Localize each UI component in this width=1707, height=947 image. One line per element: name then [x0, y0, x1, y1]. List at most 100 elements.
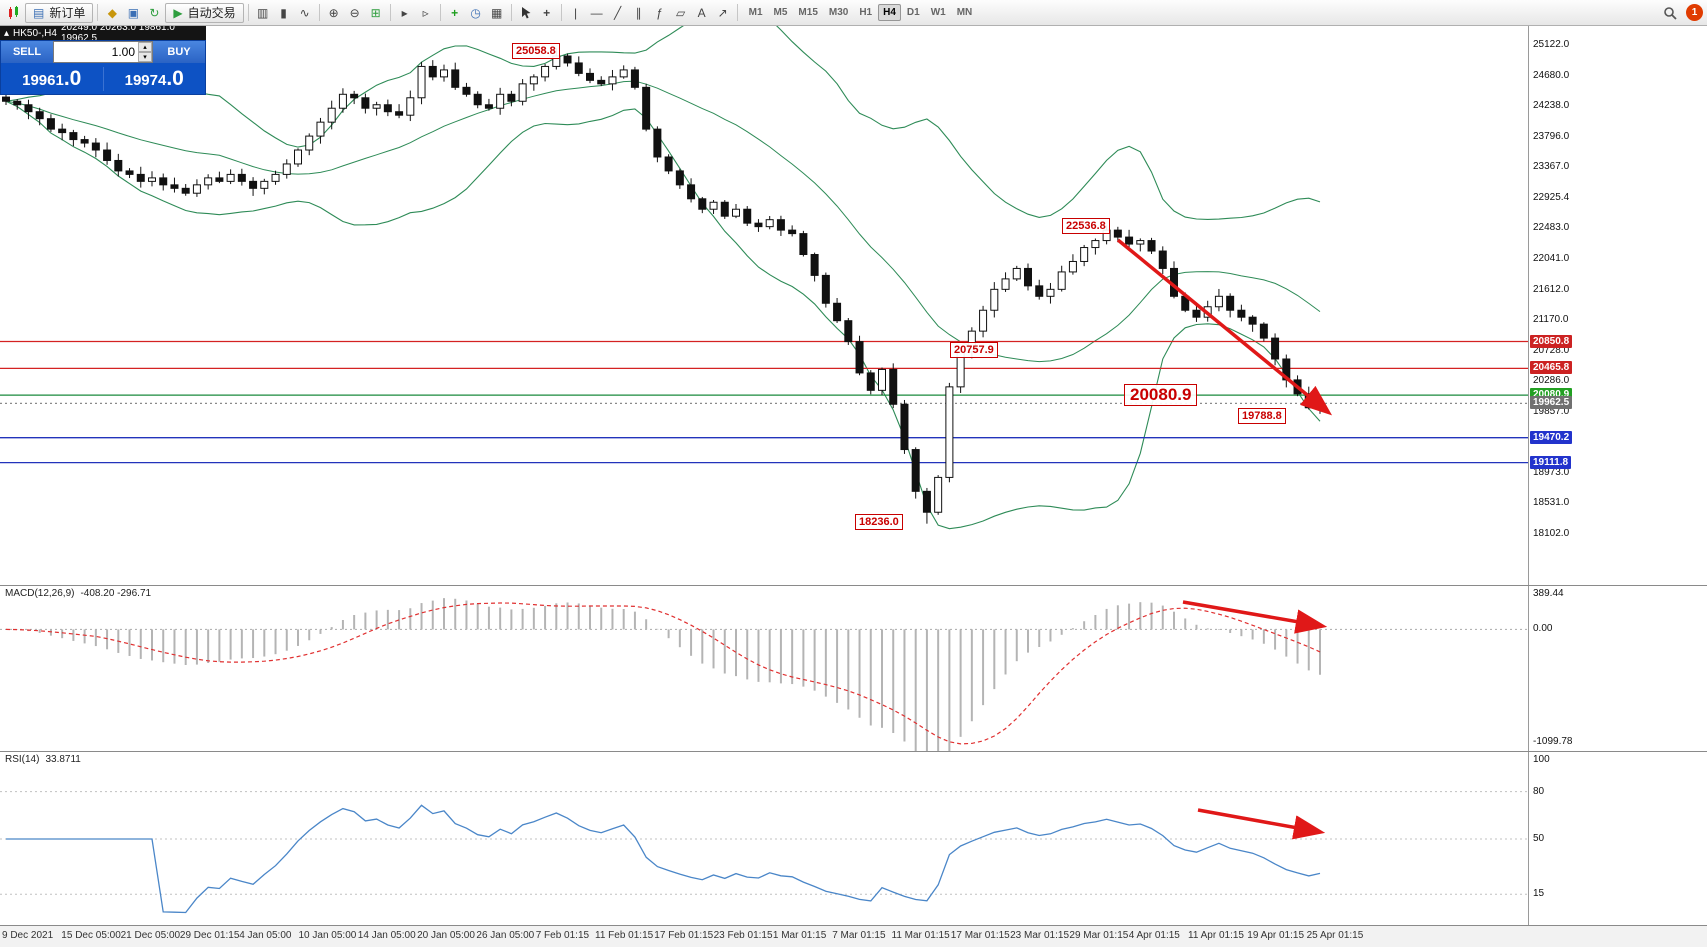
new-order-icon: ▤	[33, 5, 45, 20]
separator	[560, 4, 562, 21]
time-label: 4 Jan 05:00	[239, 930, 292, 941]
data-window-button[interactable]: ▣	[123, 3, 143, 23]
new-order-button[interactable]: ▤ 新订单	[25, 2, 94, 23]
timeframe-button-d1[interactable]: D1	[902, 4, 925, 21]
timeframe-button-m5[interactable]: M5	[769, 4, 793, 21]
indicators-add-icon: +	[451, 5, 459, 20]
volume-input[interactable]	[54, 42, 138, 62]
market-watch-button[interactable]: ◆	[102, 3, 122, 23]
one-click-trading-panel: SELL ▴ ▾ BUY 19961.0 19974.0	[0, 40, 206, 95]
shapes-icon: ▱	[675, 5, 686, 20]
rsi-label: RSI(14) 33.8711	[5, 754, 81, 765]
price-axis-label: 20286.0	[1533, 375, 1570, 387]
zoom-in-button[interactable]: ⊕	[324, 3, 344, 23]
fibonacci-button[interactable]: ƒ	[650, 3, 670, 23]
rsi-axis-label: 50	[1533, 833, 1545, 844]
arrow-tool-icon: ↗	[717, 5, 728, 20]
indicators-button[interactable]: +	[445, 3, 465, 23]
time-label: 26 Jan 05:00	[476, 930, 535, 941]
template-button[interactable]: ▦	[487, 3, 507, 23]
separator	[247, 4, 249, 21]
refresh-button[interactable]: ↻	[144, 3, 164, 23]
candle-chart-button[interactable]: ▮	[274, 3, 294, 23]
price-annotation-key-level[interactable]: 20080.9	[1124, 384, 1198, 406]
arrow-tool-button[interactable]: ↗	[713, 3, 733, 23]
timeframe-button-mn[interactable]: MN	[952, 4, 978, 21]
tile-windows-button[interactable]: ⊞	[366, 3, 386, 23]
timeframe-button-m1[interactable]: M1	[744, 4, 768, 21]
separator	[736, 4, 738, 21]
time-label: 23 Feb 01:15	[713, 930, 773, 941]
sell-button[interactable]: SELL	[1, 41, 53, 63]
separator	[97, 4, 99, 21]
macd-panel: 389.44 0.00 -1099.78 MACD(12,26,9) -408.20 …	[0, 585, 1707, 752]
price-axis-label: 21170.0	[1533, 314, 1569, 326]
price-annotation-level[interactable]: 20757.9	[950, 342, 998, 358]
shapes-button[interactable]: ▱	[671, 3, 691, 23]
main-toolbar: ▤ 新订单 ◆ ▣ ↻ ▶ 自动交易 ▥ ▮ ∿ ⊕ ⊖ ⊞ ▸ ▹ + ◷ ▦…	[0, 0, 1707, 26]
auto-scroll-button[interactable]: ▸	[395, 3, 415, 23]
price-annotation-apr-high[interactable]: 22536.8	[1062, 218, 1110, 234]
buy-price: 19974.0	[124, 66, 184, 90]
macd-label: MACD(12,26,9) -408.20 -296.71	[5, 588, 152, 599]
macd-axis-label: 389.44	[1533, 588, 1564, 599]
timeframe-button-w1[interactable]: W1	[926, 4, 951, 21]
timeframe-button-h4[interactable]: H4	[878, 4, 901, 21]
chart-shift-button[interactable]: ▹	[416, 3, 436, 23]
search-icon	[1664, 6, 1677, 20]
fibonacci-icon: ƒ	[656, 5, 663, 20]
trendline-icon: ╱	[613, 5, 622, 20]
time-axis[interactable]: 9 Dec 2021 15 Dec 05:00 21 Dec 05:00 29 Dec…	[0, 925, 1707, 947]
bar-chart-button[interactable]: ▥	[253, 3, 273, 23]
symbol-bar: ▴ HK50-,H4 20249.0 20263.0 19861.0 19962…	[0, 22, 206, 44]
channel-button[interactable]: ∥	[629, 3, 649, 23]
separator	[510, 4, 512, 21]
rsi-canvas[interactable]	[0, 752, 1528, 926]
price-annotation-high[interactable]: 25058.8	[512, 43, 560, 59]
volume-down-button[interactable]: ▾	[138, 52, 152, 62]
price-tag: 19470.2	[1530, 430, 1573, 444]
buy-button[interactable]: BUY	[153, 41, 205, 63]
timeframe-button-m15[interactable]: M15	[793, 4, 822, 21]
rsi-panel: 100 80 50 15 RSI(14) 33.8711	[0, 751, 1707, 925]
price-annotation-recent-low[interactable]: 19788.8	[1238, 408, 1286, 424]
line-chart-button[interactable]: ∿	[295, 3, 315, 23]
zoom-out-icon: ⊖	[349, 5, 360, 20]
price-tag: 19111.8	[1530, 455, 1572, 469]
time-label: 29 Dec 01:15	[179, 930, 240, 941]
vertical-line-button[interactable]: |	[566, 3, 586, 23]
macd-axis[interactable]: 389.44 0.00 -1099.78	[1528, 586, 1707, 751]
app-logo-icon	[4, 3, 24, 23]
price-tag: 19962.5	[1530, 396, 1573, 410]
data-window-icon: ▣	[127, 5, 140, 20]
time-label: 20 Jan 05:00	[417, 930, 475, 941]
horizontal-line-icon: —	[590, 5, 603, 20]
price-annotation-low[interactable]: 18236.0	[855, 514, 903, 530]
price-axis-label: 24238.0	[1533, 100, 1570, 112]
search-button[interactable]	[1660, 3, 1680, 23]
zoom-in-icon: ⊕	[328, 5, 339, 20]
symbol-ohlc: 20249.0 20263.0 19861.0 19962.5	[60, 22, 175, 44]
notification-badge[interactable]: 1	[1686, 4, 1703, 21]
text-tool-button[interactable]: A	[692, 3, 712, 23]
timeframe-button-h1[interactable]: H1	[854, 4, 877, 21]
price-axis-label: 22041.0	[1533, 252, 1570, 264]
trendline-button[interactable]: ╱	[608, 3, 628, 23]
symbol-name: HK50-,H4	[13, 27, 57, 39]
cursor-button[interactable]	[516, 3, 536, 23]
price-axis[interactable]: 25122.0 24680.0 24238.0 23796.0 23367.0 22925…	[1528, 26, 1707, 585]
price-chart-canvas[interactable]	[0, 26, 1528, 585]
volume-up-button[interactable]: ▴	[138, 42, 152, 52]
timeframe-button-m30[interactable]: M30	[824, 4, 853, 21]
period-button[interactable]: ◷	[466, 3, 486, 23]
zoom-out-button[interactable]: ⊖	[345, 3, 365, 23]
horizontal-line-button[interactable]: —	[587, 3, 607, 23]
price-axis-label: 22925.4	[1533, 191, 1570, 203]
macd-canvas[interactable]	[0, 586, 1528, 752]
rsi-axis[interactable]: 100 80 50 15	[1528, 752, 1707, 925]
rsi-axis-label: 15	[1533, 888, 1545, 900]
auto-trading-button[interactable]: ▶ 自动交易	[165, 2, 244, 23]
crosshair-button[interactable]: +	[537, 3, 557, 23]
auto-scroll-icon: ▸	[401, 5, 408, 20]
price-axis-label: 24680.0	[1533, 69, 1570, 81]
